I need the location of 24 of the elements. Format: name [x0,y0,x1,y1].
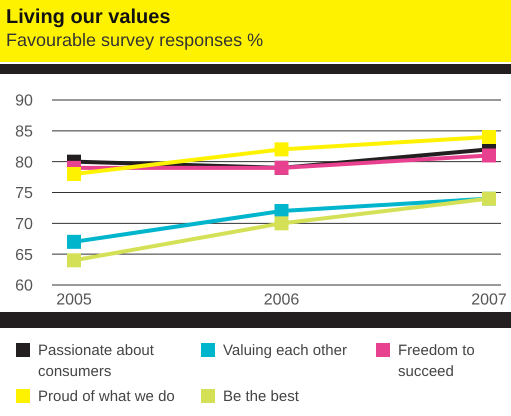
legend-label: Be the best [223,387,300,407]
legend-label: Proud of what we do [38,387,176,407]
chart-subtitle: Favourable survey responses % [6,29,264,52]
y-tick-label: 90 [15,92,33,110]
chart-title: Living our values [6,6,172,28]
point [67,253,81,268]
point [274,142,288,156]
y-tick-label: 70 [15,216,33,234]
y-tick-label: 85 [15,124,33,141]
y-tick-label: 75 [15,185,33,202]
legend-label: Passionate about consumers [38,341,155,382]
point [274,216,288,230]
point [67,167,81,181]
y-tick-label: 65 [15,246,33,264]
point [67,234,81,249]
y-tick-label: 80 [15,154,33,172]
y-tick-label: 60 [15,278,33,295]
x-tick-label: 2006 [264,291,300,308]
legend-label: Freedom to succeed [398,341,476,382]
legend-label: Valuing each other [223,341,348,361]
x-tick-label: 2007 [471,291,507,308]
point [482,148,496,162]
x-tick-label: 2005 [56,291,92,308]
point [482,130,496,144]
